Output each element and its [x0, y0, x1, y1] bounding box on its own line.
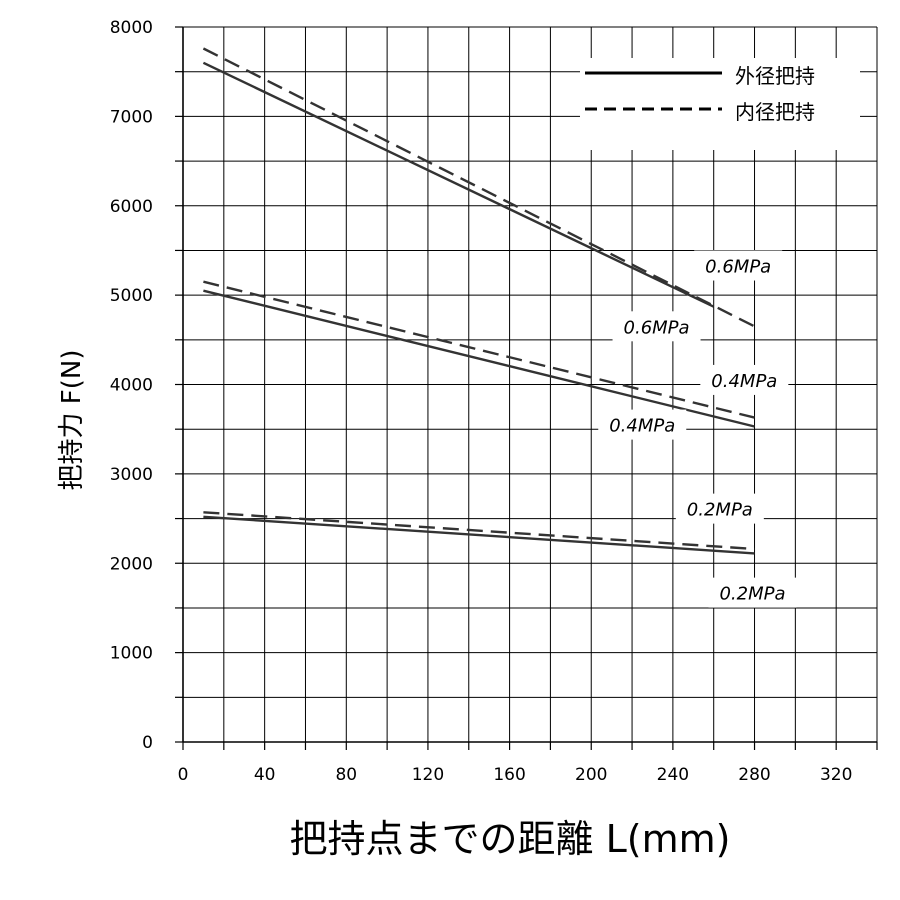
- series-line-dashed-0-4MPa: [203, 280, 755, 419]
- legend-label: 内径把持: [735, 100, 815, 124]
- x-tick-label: 0: [178, 765, 189, 785]
- series-line-dashed-0-6MPa: [202, 47, 756, 328]
- pressure-label: 0.4MPa: [711, 371, 777, 392]
- x-tick-label: 240: [657, 765, 689, 785]
- x-tick-label: 40: [254, 765, 276, 785]
- pressure-label-bg: [708, 577, 797, 608]
- x-tick-label: 80: [335, 765, 357, 785]
- pressure-label-bg: [612, 311, 701, 342]
- x-tick-label: 160: [493, 765, 525, 785]
- y-axis-label: 把持力 F(N): [57, 350, 87, 491]
- pressure-label: 0.2MPa: [687, 500, 753, 521]
- x-tick-label: 280: [738, 765, 770, 785]
- pressure-label-bg: [598, 409, 687, 440]
- series-line-solid-0-4MPa: [203, 289, 755, 428]
- x-tick-label: 320: [820, 765, 852, 785]
- legend-label: 外径把持: [735, 64, 815, 88]
- y-tick-label: 7000: [110, 107, 153, 127]
- pressure-labels: 0.6MPa 0.6MPa 0.4MPa 0.4MPa 0.2MPa 0.2MPa: [598, 250, 797, 608]
- pressure-label-bg: [675, 493, 764, 524]
- pressure-label: 0.6MPa: [624, 317, 690, 338]
- pressure-label-bg: [694, 250, 783, 281]
- pressure-label: 0.2MPa: [719, 584, 785, 605]
- x-axis-label: 把持点までの距離 L(mm): [290, 817, 731, 861]
- pressure-label: 0.6MPa: [705, 257, 771, 278]
- series-line-dashed-0-2MPa: [203, 511, 755, 551]
- axes: [175, 26, 878, 750]
- y-tick-label: 0: [142, 733, 153, 753]
- series-line-solid-0-6MPa: [202, 61, 715, 308]
- y-tick-label: 4000: [110, 376, 153, 396]
- y-tick-label: 2000: [110, 554, 153, 574]
- y-tick-label: 8000: [110, 18, 153, 38]
- tick-labels: 0 1000 2000 3000 4000 5000 6000 7000 8000 0 40 80 12…: [110, 18, 853, 785]
- pressure-label: 0.4MPa: [609, 416, 675, 437]
- y-tick-label: 1000: [110, 644, 153, 664]
- y-tick-label: 3000: [110, 465, 153, 485]
- x-tick-label: 200: [575, 765, 607, 785]
- y-tick-label: 6000: [110, 197, 153, 217]
- series-line-solid-0-2MPa: [203, 515, 755, 555]
- x-tick-label: 120: [412, 765, 444, 785]
- pressure-label-bg: [700, 364, 789, 395]
- y-tick-label: 5000: [110, 286, 153, 306]
- series-lines: [202, 47, 756, 555]
